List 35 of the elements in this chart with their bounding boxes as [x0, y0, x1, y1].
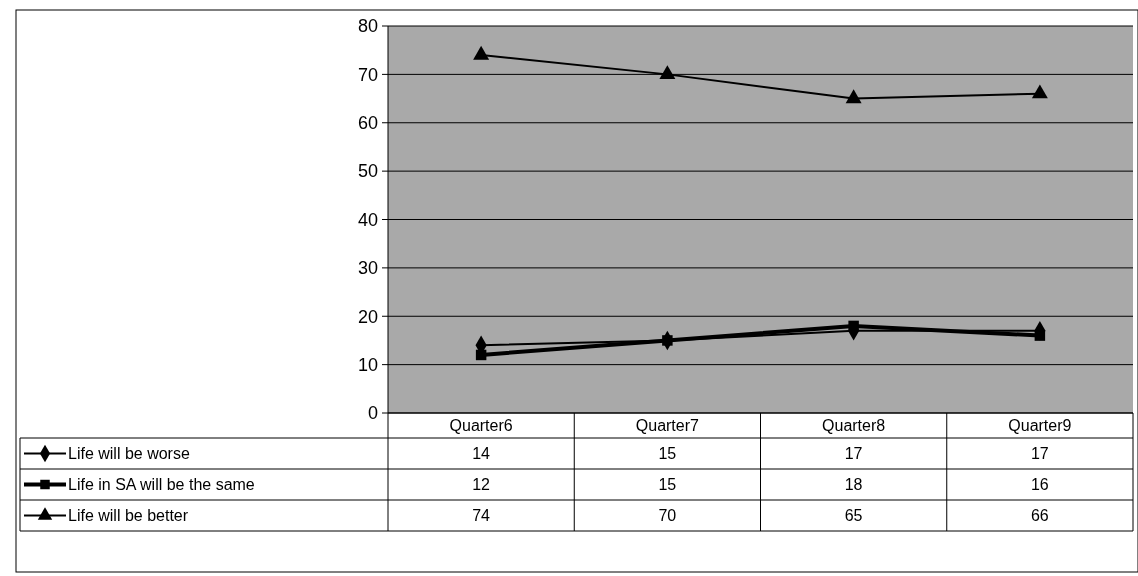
data-label: 15 [658, 445, 677, 463]
y-tick-label: 40 [357, 209, 378, 230]
point [659, 65, 676, 79]
y-tick-label: 60 [357, 113, 378, 134]
y-tick-label: 30 [357, 258, 378, 279]
point [475, 349, 487, 361]
point [473, 45, 490, 60]
point [845, 89, 862, 104]
y-tick-label: 0 [367, 403, 378, 424]
data-label: 65 [844, 507, 863, 525]
y-tick-label: 50 [357, 161, 378, 182]
y-tick-label: 70 [357, 64, 378, 85]
data-label: 66 [1030, 507, 1049, 525]
legend-label: Life in SA will be the same [68, 476, 255, 494]
data-label: 18 [844, 476, 863, 494]
x-tick-label: Quarter7 [635, 417, 700, 435]
x-tick-label: Quarter6 [449, 417, 513, 435]
data-label: 14 [472, 445, 491, 463]
data-label: 12 [472, 476, 491, 494]
y-tick-label: 10 [357, 354, 378, 375]
data-label: 70 [658, 507, 677, 525]
x-tick-label: Quarter8 [822, 417, 886, 435]
point [662, 335, 673, 346]
point [1034, 330, 1046, 341]
data-label: 16 [1030, 476, 1049, 494]
y-tick-label: 80 [357, 16, 378, 37]
data-label: 17 [1030, 445, 1049, 463]
data-label: 17 [844, 445, 863, 463]
x-tick-label: Quarter9 [1008, 417, 1072, 435]
data-label: 15 [658, 476, 677, 494]
legend-label: Life will be worse [68, 445, 190, 463]
data-label: 74 [472, 507, 491, 525]
legend-label: Life will be better [68, 507, 189, 525]
point [1031, 84, 1048, 99]
y-tick-label: 20 [357, 306, 378, 327]
